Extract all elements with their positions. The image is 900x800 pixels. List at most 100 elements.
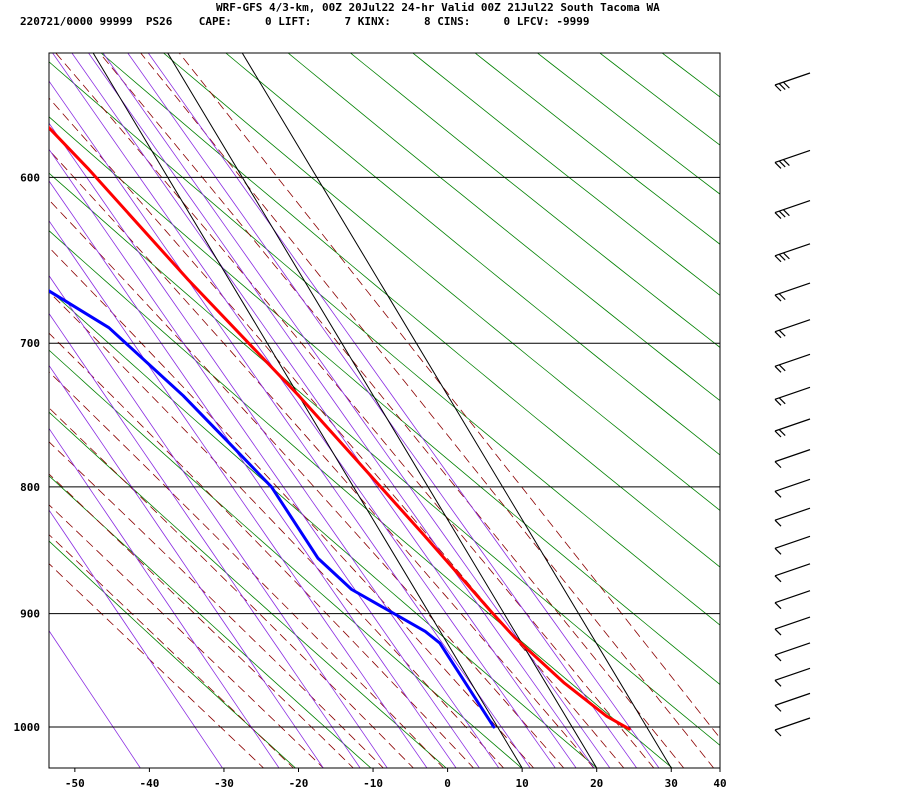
wind-barb-flag: [782, 159, 790, 166]
wind-barb-shaft: [774, 616, 811, 630]
pressure-tick-label: 600: [20, 171, 40, 184]
wind-barb-shaft: [774, 717, 811, 731]
moist-adiabat: [49, 473, 354, 768]
dry-adiabat: [49, 349, 523, 768]
temperature-tick-label: 40: [713, 777, 726, 790]
mixing-ratio-line: [49, 509, 223, 768]
wind-barb-flag: [774, 331, 782, 339]
wind-barb-shaft: [774, 149, 811, 163]
moist-adiabat: [49, 291, 505, 768]
dry-adiabat: [49, 475, 372, 768]
wind-barb-flag: [774, 430, 782, 438]
wind-barb-flag: [778, 253, 786, 261]
wind-barb-shaft: [774, 199, 811, 214]
wind-barb: [774, 717, 811, 737]
moist-adiabat: [49, 504, 324, 768]
wind-barb-flag: [774, 84, 782, 92]
moist-adiabat: [55, 53, 655, 768]
mixing-ratio-line: [49, 220, 428, 768]
wind-barb-flag: [774, 679, 782, 687]
wind-barb-flag: [774, 490, 782, 498]
wind-barb-flag: [774, 547, 782, 555]
dry-adiabat: [162, 53, 720, 511]
wind-barb-shaft: [774, 478, 811, 492]
dry-adiabat: [349, 53, 720, 348]
background-lines: [49, 0, 900, 780]
dry-adiabat: [661, 53, 720, 98]
wind-barb: [774, 72, 811, 92]
wind-barb-shaft: [774, 449, 811, 463]
dry-adiabat: [100, 53, 720, 568]
temperature-tick-label: 30: [665, 777, 678, 790]
wind-barb-flag: [774, 294, 782, 302]
wind-barb-shaft: [774, 642, 811, 656]
moist-adiabat: [49, 441, 384, 768]
wind-barb-flag: [774, 628, 782, 636]
moist-adiabat: [49, 246, 535, 768]
pressure-tick-label: 900: [20, 608, 40, 621]
wind-barb-shaft: [774, 319, 811, 333]
pressure-axis: 4005006007008009001000: [14, 171, 41, 734]
mixing-ratio-line: [49, 148, 480, 768]
wind-barb-flag: [782, 81, 790, 89]
temperature-tick-label: 0: [444, 777, 451, 790]
dry-adiabat: [49, 61, 720, 626]
dry-adiabat: [49, 540, 297, 768]
temperature-tick-label: -50: [65, 777, 85, 790]
moist-adiabat: [140, 53, 715, 768]
wind-barb-shaft: [774, 282, 811, 296]
grid-lines: [49, 52, 720, 769]
wind-barb: [774, 282, 811, 302]
mixing-ratio-line: [49, 122, 500, 768]
wind-barb-shaft: [774, 563, 811, 577]
dry-adiabat: [285, 0, 900, 780]
mixing-ratio-line: [52, 53, 556, 768]
dry-adiabat: [569, 0, 900, 780]
wind-barb-flag: [778, 83, 786, 90]
wind-barb-flag: [778, 210, 786, 218]
wind-barbs: [774, 72, 811, 737]
wind-barb-shaft: [774, 418, 811, 432]
chart-title: WRF-GFS 4/3-km, 00Z 20Jul22 24-hr Valid …: [216, 1, 660, 14]
wind-barb-flag: [774, 161, 782, 169]
wind-barb-flag: [774, 729, 782, 737]
wind-barb-flag: [774, 461, 782, 469]
moist-adiabat: [99, 53, 685, 768]
mixing-ratio-line: [71, 53, 577, 768]
pressure-tick-label: 800: [20, 481, 40, 494]
dry-adiabat: [455, 0, 900, 780]
wind-barb-shaft: [774, 590, 811, 604]
temperature-tick-label: 20: [590, 777, 603, 790]
temperature-tick-label: 10: [516, 777, 529, 790]
wind-barb-shaft: [774, 535, 811, 549]
wind-barb-flag: [774, 602, 782, 610]
wind-barb: [774, 386, 811, 406]
dry-adiabat: [626, 0, 900, 780]
isotherm-line: [167, 52, 598, 769]
moist-adiabat: [49, 371, 445, 768]
wind-barb-flag: [774, 255, 782, 263]
moist-adiabat: [49, 97, 625, 768]
pressure-tick-label: 700: [20, 337, 40, 350]
wind-barb-flag: [774, 575, 782, 583]
wind-barb-flag: [782, 209, 790, 217]
dry-adiabat: [49, 172, 720, 746]
sounding-traces: [49, 125, 631, 731]
wind-barb-flag: [774, 704, 782, 712]
wind-barb: [774, 243, 811, 263]
wind-barb-shaft: [774, 243, 811, 257]
wind-barb-flag: [778, 160, 786, 168]
wind-barb-flag: [778, 293, 786, 301]
temperature-tick-label: -40: [139, 777, 159, 790]
dry-adiabat: [49, 411, 447, 768]
wind-barb: [774, 535, 811, 555]
sounding-trace-2: [49, 289, 496, 729]
isotherm-line: [241, 52, 672, 769]
sounding-trace-1: [49, 125, 631, 731]
dry-adiabat: [287, 53, 720, 402]
pressure-tick-label: 1000: [14, 721, 41, 734]
sounding-indices: 220721/0000 99999 PS26 CAPE: 0 LIFT: 7 K…: [20, 15, 590, 28]
dry-adiabat: [225, 53, 720, 456]
wind-barb-flag: [782, 252, 790, 260]
